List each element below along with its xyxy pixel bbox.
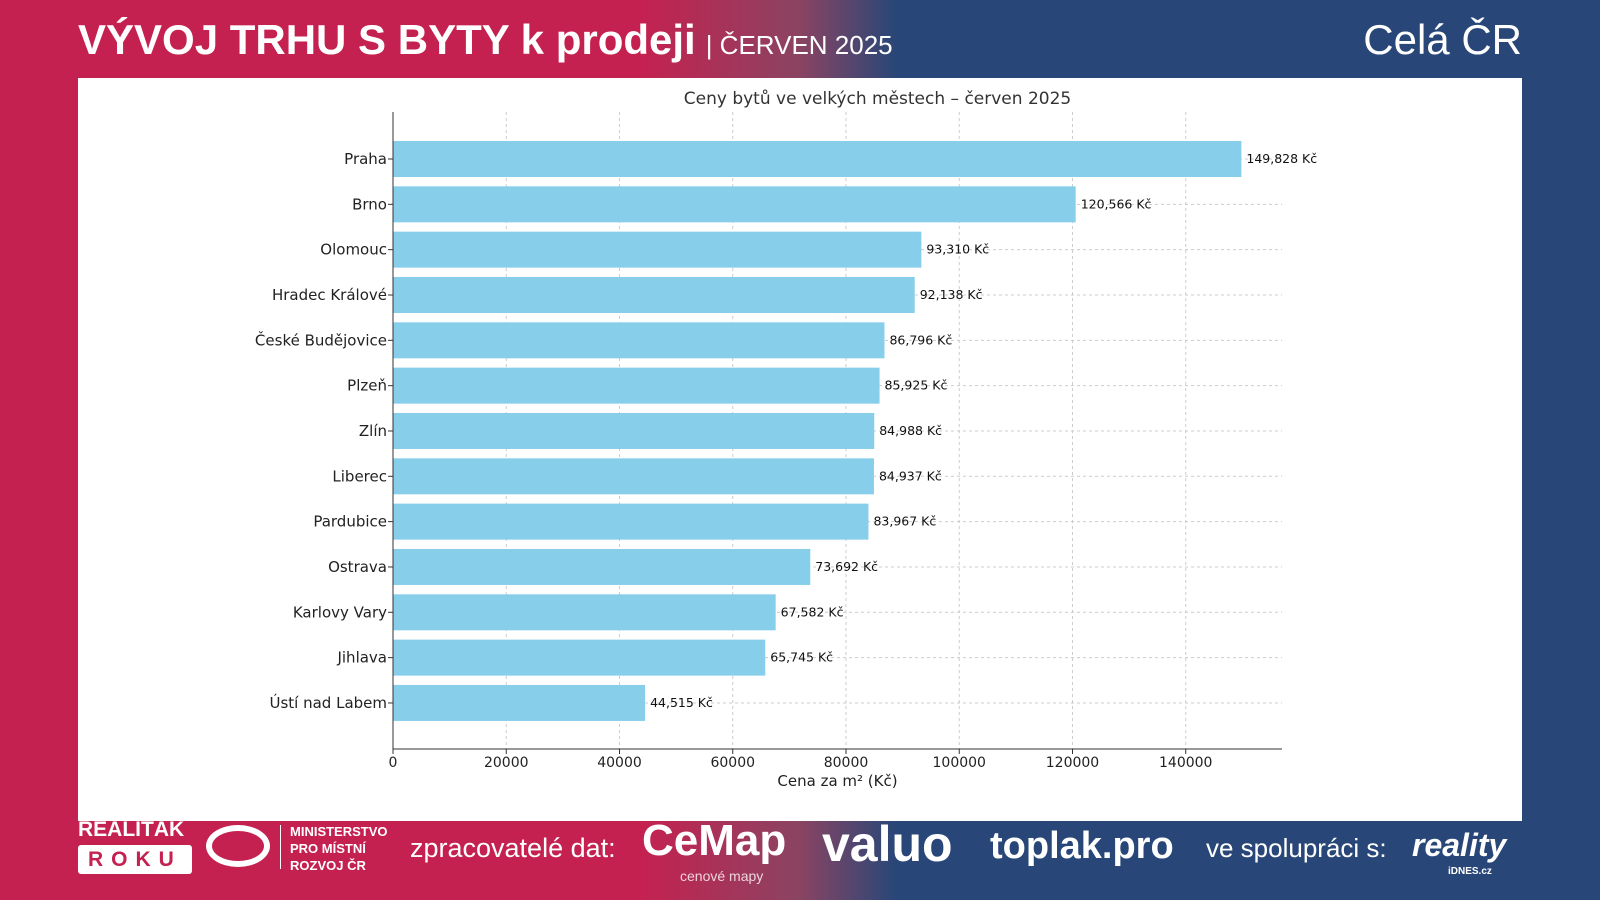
bar-5 <box>393 367 880 404</box>
bar-6 <box>393 412 875 449</box>
data-label: 120,566 Kč <box>1081 196 1152 211</box>
y-tick-label: Pardubice <box>313 513 387 531</box>
data-label: 84,937 Kč <box>879 468 942 483</box>
bar-9 <box>393 548 811 585</box>
cemap-logo: CeMap <box>642 816 787 865</box>
cemap-sub: cenové mapy <box>680 868 764 884</box>
realitak-logo: REALIŤÁK <box>78 818 185 841</box>
data-label: 93,310 Kč <box>926 242 989 257</box>
bar-10 <box>393 594 776 631</box>
bar-12 <box>393 684 646 721</box>
bar-3 <box>393 276 915 313</box>
data-label: 83,967 Kč <box>873 514 936 529</box>
reality-logo: reality <box>1412 827 1507 863</box>
y-tick-label: Plzeň <box>347 377 387 395</box>
y-tick-label: Brno <box>352 195 387 213</box>
title-text: VÝVOJ TRHU S BYTY k prodeji <box>78 16 696 63</box>
x-tick-label: 40000 <box>597 755 642 771</box>
reality-sub: iDNES.cz <box>1448 866 1492 877</box>
data-label: 67,582 Kč <box>781 604 844 619</box>
data-label: 73,692 Kč <box>815 559 878 574</box>
ministry-line: PRO MÍSTNÍ <box>290 841 366 856</box>
x-tick-label: 60000 <box>710 755 755 771</box>
chart-panel: 0 20000 40000 60000 80000 100000 120000 140000 P… <box>78 78 1522 821</box>
y-tick-label: Karlovy Vary <box>293 603 387 621</box>
data-label: 44,515 Kč <box>650 695 713 710</box>
x-tick-label: 100000 <box>933 755 986 771</box>
bar-0 <box>393 141 1242 177</box>
cooperation-label: ve spolupráci s: <box>1206 833 1387 863</box>
data-label: 149,828 Kč <box>1246 151 1317 166</box>
bar-8 <box>393 503 869 540</box>
y-tick-label: Liberec <box>332 467 387 485</box>
x-tick-label: 80000 <box>824 755 869 771</box>
y-tick-label: Jihlava <box>336 649 387 667</box>
y-tick-label: Praha <box>344 150 387 168</box>
valuo-logo: valuo <box>822 816 953 872</box>
bar-4 <box>393 322 885 359</box>
bar-1 <box>393 186 1076 223</box>
y-tick-label: Ostrava <box>328 558 387 576</box>
ministry-line: MINISTERSTVO <box>290 824 388 839</box>
footer: REALIŤÁK ROKU MINISTERSTVO PRO MÍSTNÍ ROZV… <box>0 819 1600 900</box>
y-tick-label: Hradec Králové <box>272 286 387 304</box>
processors-label: zpracovatelé dat: <box>410 833 616 863</box>
bar-7 <box>393 458 874 495</box>
subtitle: | ČERVEN 2025 <box>705 30 893 60</box>
chart-title: Ceny bytů ve velkých městech – červen 20… <box>684 89 1071 109</box>
data-label: 84,988 Kč <box>879 423 942 438</box>
y-tick-label: Ústí nad Labem <box>269 693 387 712</box>
y-tick-label: České Budějovice <box>255 330 387 349</box>
x-tick-label: 0 <box>389 755 398 771</box>
data-label: 65,745 Kč <box>770 650 833 665</box>
x-tick-label: 20000 <box>484 755 529 771</box>
x-tick-label: 140000 <box>1159 755 1212 771</box>
page-title: VÝVOJ TRHU S BYTY k prodeji | ČERVEN 2025 <box>78 16 893 64</box>
bar-chart: 0 20000 40000 60000 80000 100000 120000 140000 P… <box>255 89 1317 790</box>
x-tick-label: 120000 <box>1046 755 1099 771</box>
ministry-line: ROZVOJ ČR <box>290 858 366 873</box>
data-label: 92,138 Kč <box>920 287 983 302</box>
y-tick-label: Olomouc <box>320 241 387 259</box>
ministry-emblem-icon <box>206 825 270 867</box>
y-tick-label: Zlín <box>359 422 387 440</box>
data-label: 86,796 Kč <box>889 332 952 347</box>
bar-2 <box>393 231 922 268</box>
x-axis-label: Cena za m² (Kč) <box>777 772 897 790</box>
ministry-divider <box>280 825 281 869</box>
region-label: Celá ČR <box>1363 16 1522 63</box>
ministry-logo: MINISTERSTVO PRO MÍSTNÍ ROZVOJ ČR <box>290 823 388 874</box>
roku-logo: ROKU <box>78 845 192 874</box>
bar-11 <box>393 639 766 676</box>
data-label: 85,925 Kč <box>885 378 948 393</box>
toplak-logo: toplak.pro <box>990 825 1174 867</box>
